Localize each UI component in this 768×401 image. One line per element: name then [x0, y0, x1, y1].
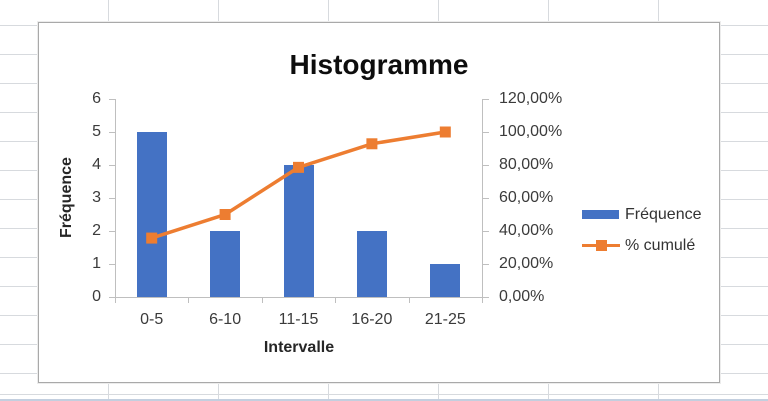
frequency-bar [210, 231, 241, 297]
line-marker [219, 209, 231, 220]
left-axis-tick-label: 2 [92, 222, 101, 239]
left-axis-tick [109, 132, 115, 133]
right-axis-tick-label: 40,00% [499, 222, 554, 239]
right-axis-tick [483, 297, 489, 298]
chart-legend[interactable]: Fréquence % cumulé [582, 199, 702, 261]
right-axis-tick [483, 132, 489, 133]
left-axis-tick [109, 99, 115, 100]
left-axis-tick [109, 165, 115, 166]
x-axis-category-label: 6-10 [209, 311, 242, 328]
right-axis-tick-label: 0,00% [499, 288, 545, 305]
left-axis-tick-label: 4 [92, 156, 101, 173]
x-axis-tick [115, 297, 116, 303]
right-axis-tick-label: 80,00% [499, 156, 554, 173]
bar-series-swatch-icon [582, 210, 619, 219]
left-axis-tick [109, 297, 115, 298]
x-axis-category-label: 21-25 [424, 311, 466, 328]
x-axis-category-label: 16-20 [351, 311, 393, 328]
worksheet-row-line [0, 394, 768, 395]
legend-item-cumule[interactable]: % cumulé [582, 230, 702, 261]
left-axis-tick [109, 231, 115, 232]
line-marker [366, 138, 378, 150]
left-axis-tick [109, 264, 115, 265]
left-axis-tick-label: 6 [92, 90, 101, 107]
right-axis-tick [483, 198, 489, 199]
frequency-bar [136, 132, 167, 297]
right-axis-line [482, 99, 483, 297]
x-axis-line [115, 297, 483, 298]
x-axis-tick [261, 297, 263, 303]
left-axis-tick-label: 3 [92, 189, 101, 206]
x-axis-tick [335, 297, 337, 303]
x-axis-tick [482, 297, 483, 303]
x-axis-tick [408, 297, 410, 303]
left-axis-tick-label: 0 [92, 288, 101, 305]
right-axis-tick-label: 60,00% [499, 189, 554, 206]
right-axis-tick-label: 120,00% [499, 90, 563, 107]
x-axis-category-label: 0-5 [140, 311, 164, 328]
chart-title[interactable]: Histogramme [289, 49, 469, 80]
frequency-bar [430, 264, 461, 297]
left-axis-tick-label: 5 [92, 123, 101, 140]
x-axis-title: Intervalle [263, 339, 335, 356]
right-axis-tick-label: 20,00% [499, 255, 554, 272]
chart-object[interactable]: Histogramme Fréquence Intervalle 0 1 2 3 4 5 6… [38, 22, 720, 383]
right-axis-tick [483, 231, 489, 232]
legend-item-frequence[interactable]: Fréquence [582, 199, 702, 230]
line-series-swatch-icon [582, 240, 620, 251]
left-axis-tick-label: 1 [92, 255, 101, 272]
right-axis-tick-label: 100,00% [499, 123, 563, 140]
frequency-bar [283, 165, 314, 297]
worksheet-bottom-edge [0, 399, 768, 401]
x-axis-tick [188, 297, 190, 303]
right-axis-tick [483, 99, 489, 100]
left-axis-line [115, 99, 116, 297]
x-axis-category-label: 11-15 [278, 311, 319, 328]
frequency-bar [356, 231, 387, 297]
left-axis-tick [109, 198, 115, 199]
right-axis-tick [483, 264, 489, 265]
right-axis-tick [483, 165, 489, 166]
legend-label: Fréquence [625, 205, 702, 223]
line-marker [439, 126, 451, 138]
legend-label: % cumulé [625, 236, 696, 254]
